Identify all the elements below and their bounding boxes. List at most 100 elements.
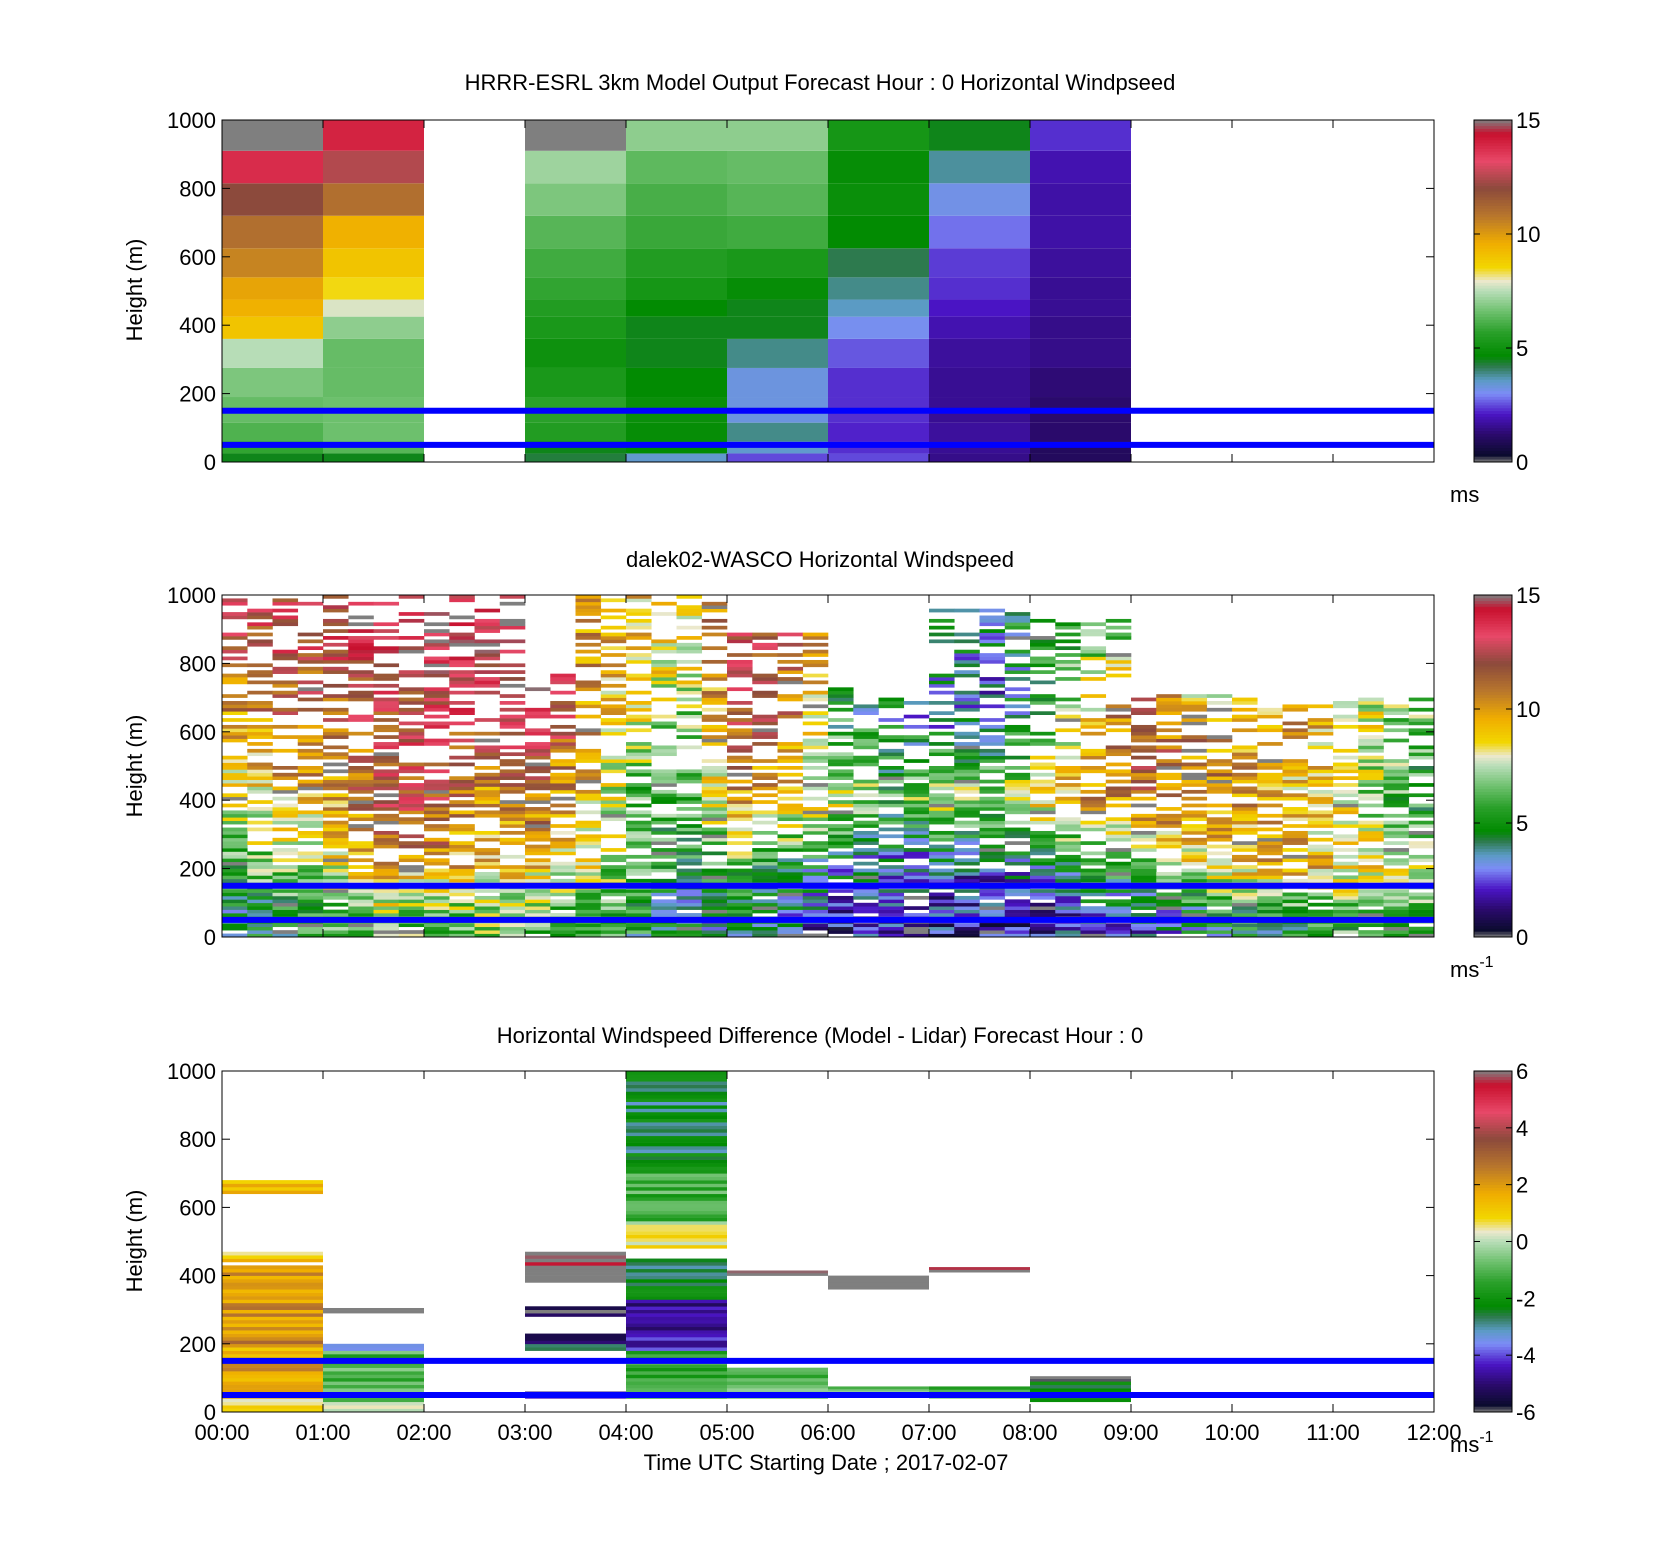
- heatmap-cell: [1358, 865, 1384, 869]
- heatmap-cell: [1105, 909, 1132, 914]
- colorbar-swatch: [1474, 1227, 1512, 1231]
- heatmap-cell: [626, 1108, 727, 1113]
- heatmap-cell: [626, 1313, 727, 1317]
- colorbar-swatch: [1474, 922, 1512, 926]
- colorbar-swatch: [1474, 748, 1512, 753]
- heatmap-cell: [727, 800, 753, 804]
- heatmap-cell: [398, 800, 425, 804]
- heatmap-cell: [802, 923, 829, 928]
- heatmap-cell: [853, 861, 879, 866]
- heatmap-cell: [1105, 827, 1132, 832]
- heatmap-cell: [1055, 837, 1081, 842]
- heatmap-cell: [1181, 735, 1208, 739]
- heatmap-cell: [626, 422, 727, 442]
- heatmap-cell: [424, 793, 450, 798]
- heatmap-cell: [1131, 926, 1157, 931]
- heatmap-cell: [979, 858, 1006, 863]
- heatmap-cell: [802, 817, 829, 822]
- heatmap-cell: [1232, 899, 1258, 904]
- heatmap-cell: [1232, 772, 1258, 777]
- heatmap-cell: [474, 906, 501, 910]
- heatmap-cell: [626, 595, 652, 599]
- heatmap-cell: [626, 1214, 727, 1218]
- heatmap-cell: [701, 779, 728, 784]
- colorbar-unit: ms-1: [1450, 1429, 1494, 1457]
- colorbar-swatch: [1474, 453, 1512, 457]
- heatmap-cell: [424, 851, 450, 856]
- heatmap-cell: [1080, 800, 1107, 804]
- heatmap-cell: [1257, 895, 1283, 900]
- colorbar-swatch: [1474, 382, 1512, 386]
- heatmap-cell: [449, 902, 475, 907]
- heatmap-cell: [1131, 711, 1157, 715]
- heatmap-cell: [474, 738, 501, 743]
- colorbar-swatch: [1474, 697, 1512, 701]
- heatmap-cell: [1055, 704, 1081, 709]
- heatmap-cell: [1105, 618, 1132, 623]
- heatmap-cell: [1055, 796, 1081, 801]
- heatmap-cell: [1383, 902, 1410, 907]
- heatmap-cell: [550, 926, 576, 931]
- heatmap-cell: [853, 909, 879, 914]
- heatmap-cell: [626, 844, 652, 849]
- heatmap-cell: [828, 752, 854, 757]
- heatmap-cell: [1156, 830, 1182, 835]
- heatmap-cell: [1030, 923, 1056, 928]
- heatmap-cell: [853, 786, 879, 791]
- heatmap-cell: [828, 742, 854, 746]
- heatmap-cell: [1004, 766, 1031, 770]
- heatmap-cell: [525, 793, 551, 798]
- colorbar-swatch: [1474, 885, 1512, 889]
- colorbar-swatch: [1474, 1218, 1512, 1223]
- colorbar-swatch: [1474, 282, 1512, 286]
- heatmap-cell: [222, 759, 248, 763]
- colorbar-swatch: [1474, 1352, 1512, 1356]
- heatmap-cell: [929, 248, 1030, 278]
- colorbar-swatch: [1474, 711, 1512, 716]
- heatmap-cell: [878, 800, 905, 804]
- colorbar-swatch: [1474, 168, 1512, 172]
- heatmap-cell: [499, 618, 526, 623]
- heatmap-cell: [247, 813, 273, 818]
- heatmap-cell: [651, 793, 677, 798]
- heatmap-cell: [222, 1364, 323, 1368]
- heatmap-cell: [878, 834, 905, 839]
- heatmap-cell: [1030, 680, 1056, 685]
- heatmap-cell: [222, 1313, 323, 1317]
- heatmap-cell: [1181, 861, 1208, 866]
- heatmap-cell: [1156, 895, 1182, 900]
- heatmap-cell: [1408, 892, 1435, 897]
- heatmap-cell: [626, 1081, 727, 1085]
- colorbar-swatch: [1474, 683, 1512, 687]
- heatmap-cell: [323, 895, 349, 900]
- heatmap-cell: [449, 642, 475, 647]
- heatmap-cell: [449, 707, 475, 712]
- y-axis-label: Height (m): [122, 715, 147, 818]
- colorbar-swatch: [1474, 857, 1512, 861]
- heatmap-cell: [1156, 745, 1182, 750]
- heatmap-cell: [777, 858, 804, 863]
- heatmap-cell: [929, 793, 955, 798]
- heatmap-cell: [222, 277, 323, 300]
- colorbar-swatch: [1474, 316, 1512, 320]
- heatmap-cell: [323, 783, 349, 787]
- colorbar-swatch: [1474, 1340, 1512, 1345]
- heatmap-cell: [499, 872, 526, 876]
- colorbar-swatch: [1474, 1116, 1512, 1120]
- heatmap-cell: [222, 367, 323, 398]
- heatmap-cell: [626, 728, 652, 733]
- heatmap-cell: [802, 827, 829, 832]
- heatmap-cell: [676, 711, 703, 715]
- colorbar-swatch: [1474, 1090, 1512, 1095]
- heatmap-cell: [424, 670, 450, 674]
- heatmap-cell: [954, 848, 980, 852]
- heatmap-cell: [1383, 848, 1410, 852]
- heatmap-cell: [1004, 636, 1031, 640]
- heatmap-cell: [398, 796, 425, 801]
- heatmap-cell: [878, 875, 905, 880]
- heatmap-cell: [1156, 820, 1182, 825]
- heatmap-cell: [1004, 786, 1031, 791]
- heatmap-cell: [903, 724, 930, 729]
- heatmap-cell: [1004, 711, 1031, 715]
- heatmap-cell: [575, 759, 602, 763]
